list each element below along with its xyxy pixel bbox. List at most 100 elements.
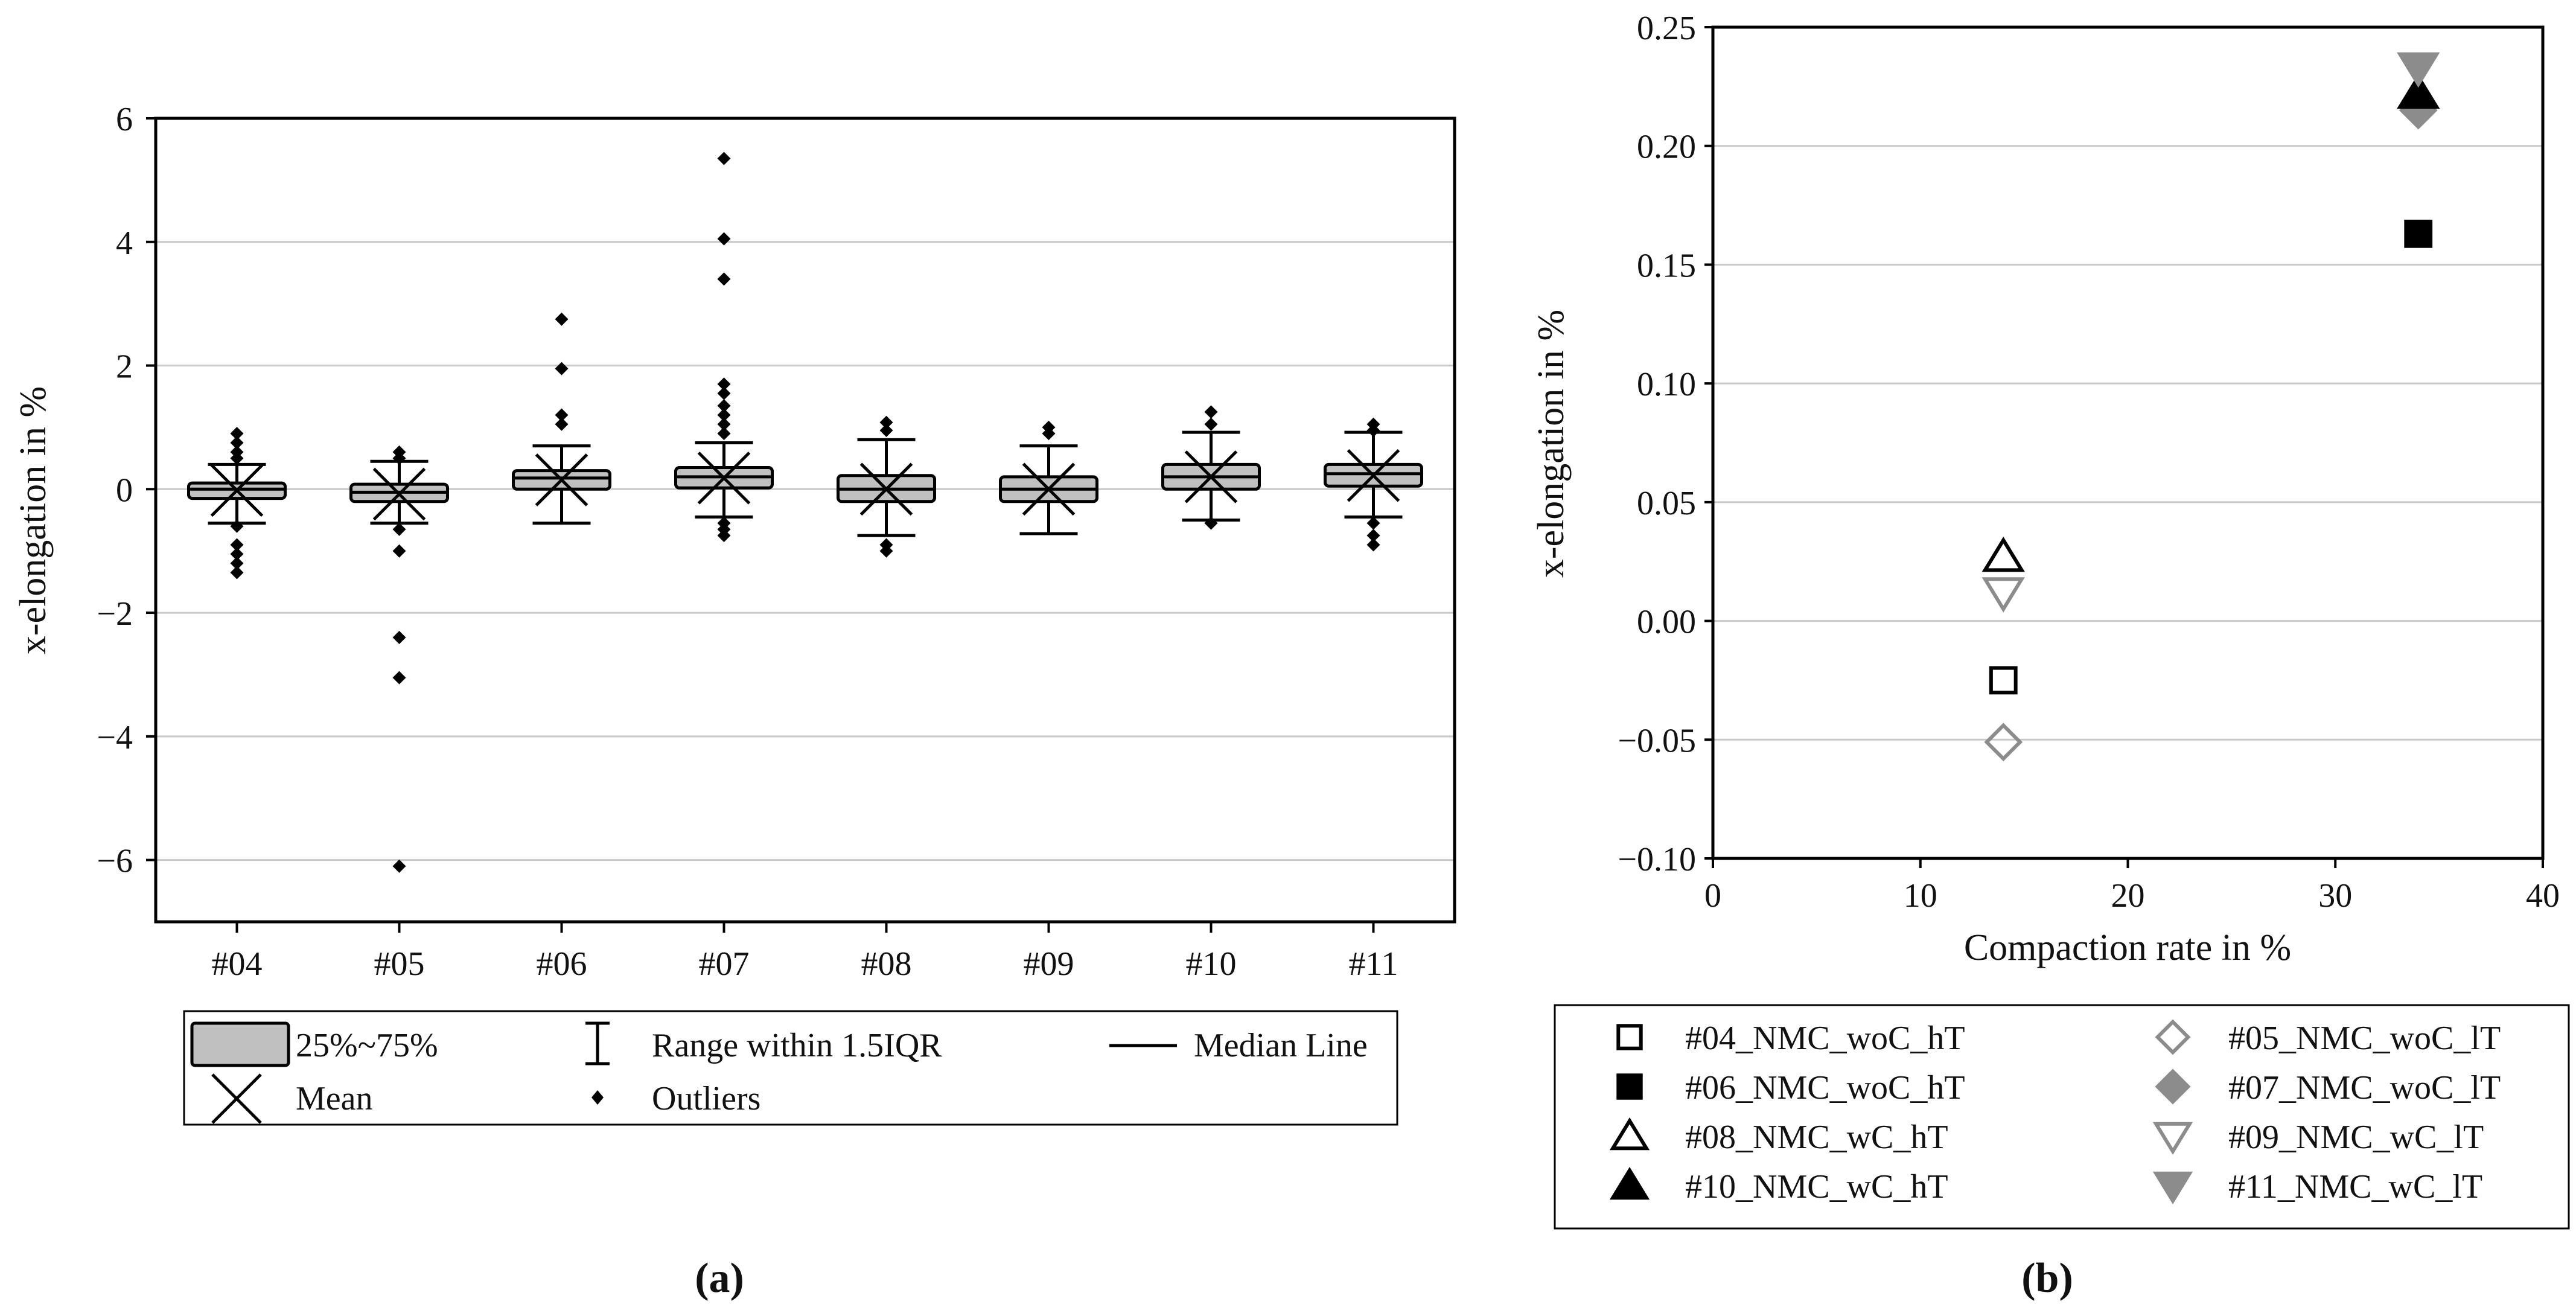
panel-b-label: (b) [2021, 1255, 2073, 1302]
legend-label-mean: Mean [296, 1080, 373, 1117]
box-09 [999, 444, 1098, 535]
legend-marker-triangle-up-open-icon [1609, 1117, 1650, 1151]
panel-b-legend-frame [1554, 1004, 2570, 1230]
outlier-point [717, 417, 731, 431]
legend-mean-x-icon [211, 1073, 262, 1124]
data-point-05 [1984, 723, 2023, 762]
outlier-point [717, 152, 731, 165]
legend-label: #10_NMC_wC_hT [1685, 1168, 1948, 1206]
x-tick-label: #06 [537, 945, 587, 983]
mean-marker [535, 453, 588, 506]
mean-marker [1184, 450, 1238, 503]
legend-label: #04_NMC_woC_hT [1685, 1020, 1965, 1057]
panel-a-y-axis-label: x-elongation in % [13, 386, 54, 654]
outlier-point [1366, 516, 1380, 530]
panel-b-plot-frame [1711, 25, 2545, 860]
panel-b-scatter: 0.25 0.20 0.15 0.10 0.05 0.00 −0.05 −0.10 0 10 20… [1531, 10, 2570, 1302]
legend-marker-square-open-icon [1616, 1024, 1643, 1050]
legend-label: #08_NMC_wC_hT [1685, 1119, 1948, 1156]
legend-whisker-icon [585, 1021, 610, 1065]
x-tick-label: 40 [2526, 877, 2560, 915]
y-tick-label: −0.10 [1618, 841, 1696, 878]
outlier-point [392, 859, 406, 873]
legend-label-whisker: Range within 1.5IQR [652, 1027, 942, 1064]
panel-b-points [1981, 52, 2440, 762]
panel-b-legend: #04_NMC_woC_hT #05_NMC_woC_lT #06_NMC_woC_… [1554, 1004, 2570, 1230]
outlier-point [717, 386, 731, 400]
legend-label-outliers: Outliers [652, 1080, 760, 1117]
y-tick-label: −0.05 [1618, 722, 1696, 759]
x-tick-label: #10 [1186, 945, 1237, 983]
outlier-point [717, 272, 731, 286]
panel-b-y-axis-label: x-elongation in % [1531, 310, 1572, 578]
mean-marker [210, 464, 264, 517]
panel-a-boxplot: 6 4 2 0 −2 −4 −6 #04 #05 #06 #07 #08 #09 #10 #11 x-el… [13, 101, 1456, 1302]
legend-label-median: Median Line [1194, 1027, 1368, 1064]
legend-marker-diamond-open-icon [2155, 1019, 2191, 1055]
outlier-point [1204, 516, 1218, 530]
panel-a-x-ticks: #04 #05 #06 #07 #08 #09 #10 #11 [212, 922, 1398, 983]
y-tick-label: 0.15 [1637, 247, 1696, 284]
outlier-point [555, 408, 569, 422]
outlier-point [230, 427, 244, 441]
box-07 [674, 441, 774, 519]
outlier-point [1366, 529, 1380, 543]
legend-box-swatch-icon [190, 1021, 290, 1067]
data-point-08 [1981, 536, 2025, 572]
box-11 [1324, 430, 1423, 519]
legend-outlier-diamond-icon [591, 1090, 604, 1105]
outlier-point [1366, 538, 1380, 552]
legend-label: #11_NMC_wC_lT [2228, 1168, 2482, 1206]
box-04 [187, 462, 287, 525]
outlier-point [392, 671, 406, 685]
outlier-point [230, 538, 244, 552]
x-tick-label: #07 [699, 945, 750, 983]
y-tick-label: −2 [97, 595, 133, 633]
data-point-04 [1989, 666, 2018, 695]
outlier-point [1204, 405, 1218, 419]
outlier-point [879, 424, 893, 438]
panel-b-gridlines [1713, 145, 2543, 741]
box-05 [349, 459, 449, 525]
y-tick-label: 0.10 [1637, 366, 1696, 403]
panel-a-plot-frame [154, 117, 1456, 924]
box-08 [837, 438, 936, 537]
panel-a-label: (a) [695, 1255, 744, 1302]
outlier-point [717, 232, 731, 246]
legend-marker-triangle-up-filled-icon [1609, 1166, 1650, 1200]
outlier-point [230, 547, 244, 561]
panel-a-outliers [230, 152, 1380, 873]
outlier-point [879, 544, 893, 558]
y-tick-label: −4 [97, 719, 133, 756]
data-point-06 [2404, 219, 2433, 248]
legend-label: #06_NMC_woC_hT [1685, 1069, 1965, 1107]
legend-label: #07_NMC_woC_lT [2228, 1069, 2501, 1107]
outlier-point [717, 399, 731, 413]
outlier-point [555, 312, 569, 326]
legend-label: #05_NMC_woC_lT [2228, 1020, 2501, 1057]
outlier-point [717, 377, 731, 391]
panel-b-x-axis-label: Compaction rate in % [1964, 927, 2291, 968]
y-tick-label: 2 [116, 348, 133, 386]
outlier-point [1204, 417, 1218, 431]
legend-marker-triangle-down-open-icon [2152, 1122, 2193, 1155]
box-10 [1161, 430, 1261, 522]
box-06 [512, 444, 611, 525]
outlier-point [1366, 424, 1380, 438]
y-tick-label: 0.00 [1637, 604, 1696, 641]
mean-marker [1022, 462, 1076, 516]
outlier-point [230, 436, 244, 450]
x-tick-label: 0 [1704, 877, 1721, 915]
y-tick-label: 6 [116, 101, 133, 138]
panel-a-gridlines [156, 241, 1455, 861]
y-tick-label: 0 [116, 471, 133, 509]
legend-marker-diamond-filled-icon [2155, 1068, 2191, 1105]
x-tick-label: 30 [2318, 877, 2352, 915]
x-tick-label: 10 [1904, 877, 1937, 915]
outlier-point [392, 522, 406, 536]
outlier-point [879, 415, 893, 429]
panel-a-y-ticks: 6 4 2 0 −2 −4 −6 [97, 101, 156, 880]
outlier-point [230, 519, 244, 533]
x-tick-label: 20 [2111, 877, 2145, 915]
